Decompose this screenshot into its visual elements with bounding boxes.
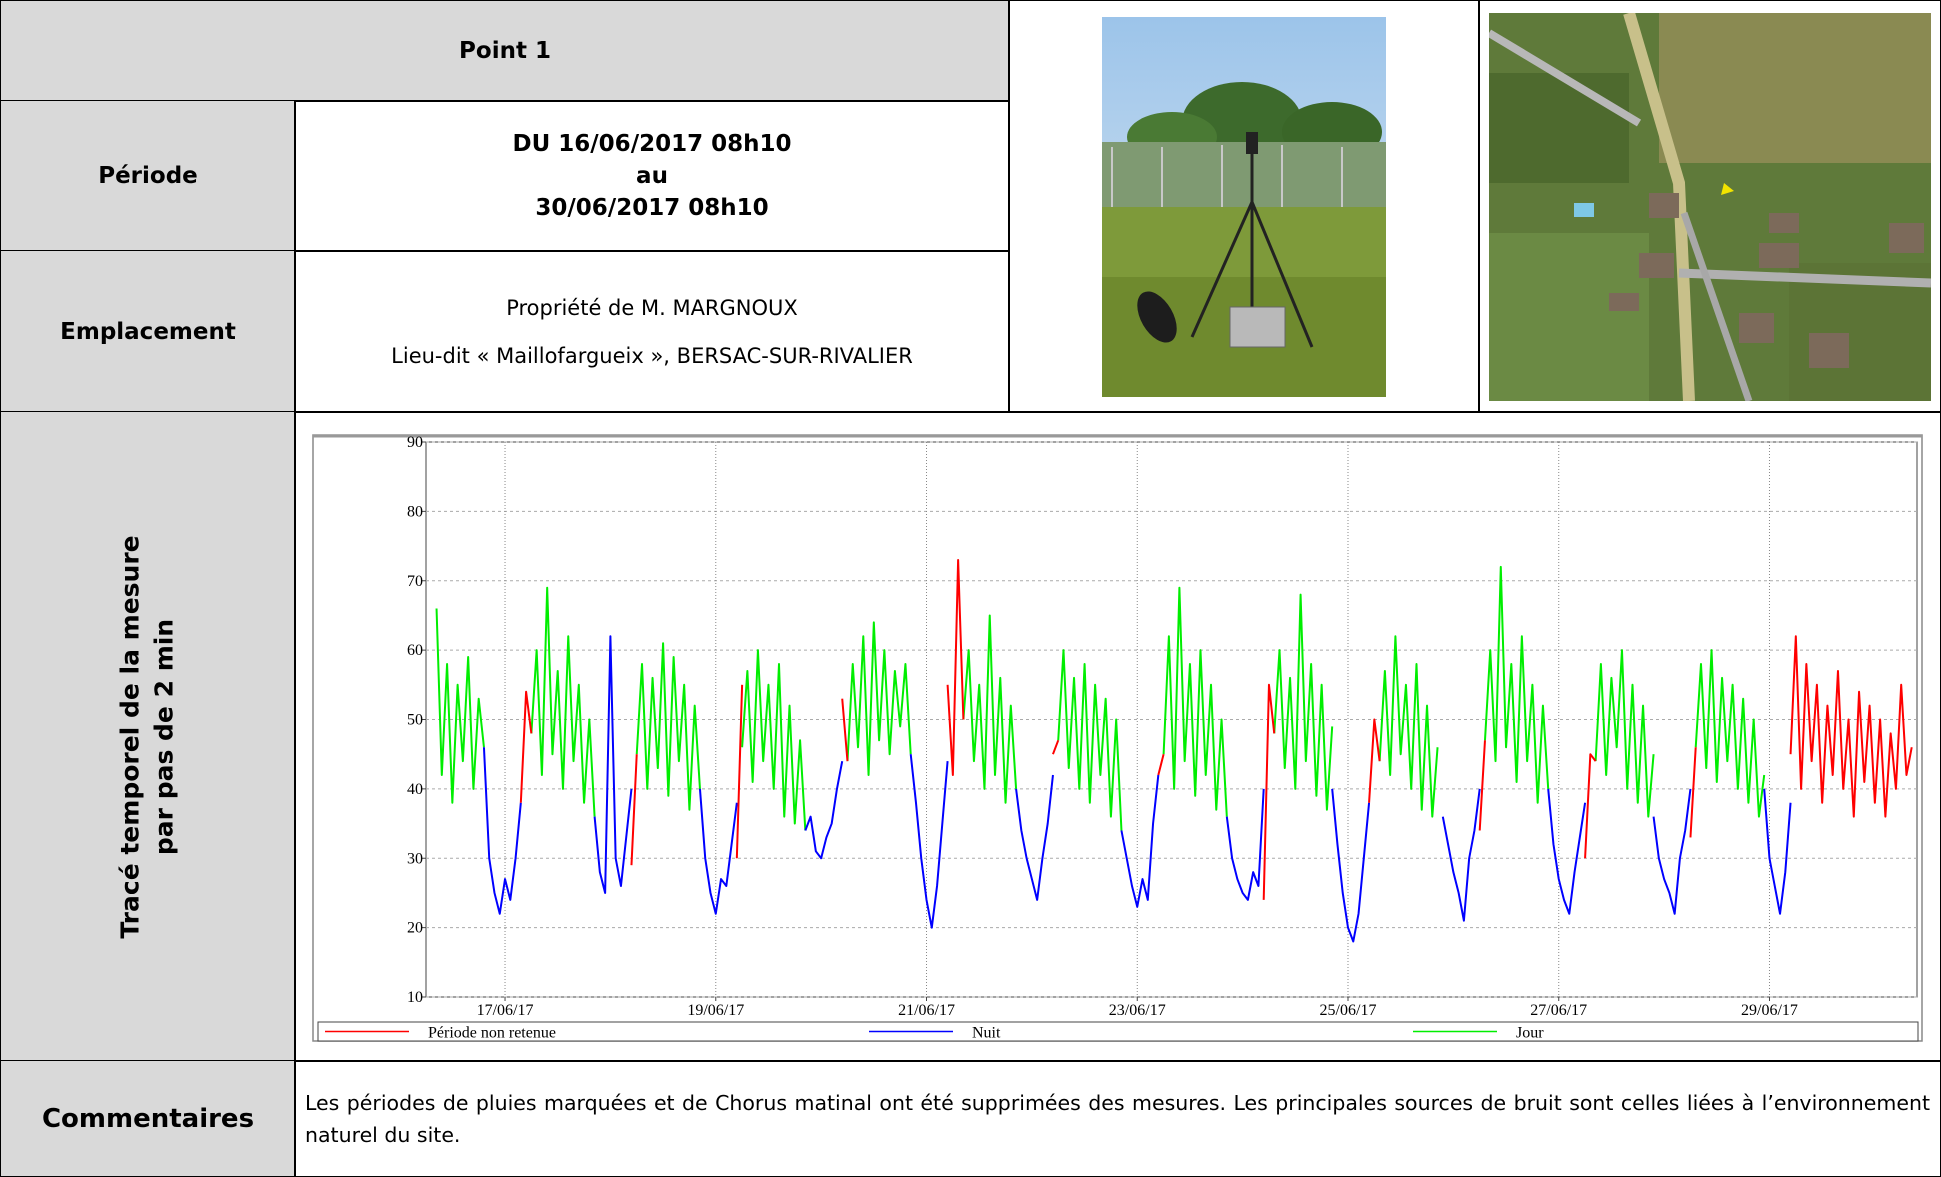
x-tick-label: 17/06/17 <box>477 1002 534 1019</box>
legend-label: Nuit <box>972 1025 1001 1042</box>
legend-label: Jour <box>1516 1025 1544 1042</box>
y-tick-label: 40 <box>407 781 423 798</box>
period-line: au <box>636 163 668 189</box>
comments-cell: Les périodes de pluies marquées et de Ch… <box>294 1060 1941 1177</box>
location-cell: Propriété de M. MARGNOUX Lieu-dit « Mail… <box>294 250 1010 413</box>
comments-label: Commentaires <box>41 1103 255 1134</box>
period-line: 30/06/2017 08h10 <box>535 195 769 221</box>
photo-cell <box>1008 0 1480 413</box>
x-tick-label: 23/06/17 <box>1109 1002 1166 1019</box>
location-label-cell: Emplacement <box>0 250 296 413</box>
location-text: Propriété de M. MARGNOUX Lieu-dit « Mail… <box>391 284 913 380</box>
y-tick-label: 30 <box>407 850 423 867</box>
x-tick-label: 25/06/17 <box>1320 1002 1377 1019</box>
title: Point 1 <box>459 38 551 64</box>
period-line: DU 16/06/2017 08h10 <box>512 131 792 157</box>
location-label: Emplacement <box>60 318 236 345</box>
location-line: Propriété de M. MARGNOUX <box>506 295 798 320</box>
chart-label-cell: Tracé temporel de la mesure par pas de 2… <box>0 411 296 1062</box>
y-tick-label: 70 <box>407 573 423 590</box>
y-tick-label: 50 <box>407 712 423 729</box>
legend-box <box>317 1021 1919 1042</box>
y-tick-label: 60 <box>407 642 423 659</box>
period-cell: DU 16/06/2017 08h10 au 30/06/2017 08h10 <box>294 100 1010 252</box>
aerial-cell <box>1478 0 1941 413</box>
x-tick-label: 19/06/17 <box>687 1002 744 1019</box>
title-cell: Point 1 <box>0 0 1010 102</box>
x-tick-label: 27/06/17 <box>1530 1002 1587 1019</box>
period-label-cell: Période <box>0 100 296 252</box>
series-line <box>435 565 1766 831</box>
period-text: DU 16/06/2017 08h10 au 30/06/2017 08h10 <box>513 128 792 224</box>
y-tick-label: 10 <box>407 989 423 1006</box>
x-tick-label: 29/06/17 <box>1741 1002 1798 1019</box>
series-line <box>519 558 1913 900</box>
series-line <box>482 635 1792 943</box>
y-tick-label: 20 <box>407 920 423 937</box>
y-tick-label: 80 <box>407 503 423 520</box>
chart-label-line: par pas de 2 min <box>150 618 179 855</box>
site-photo <box>1102 16 1386 397</box>
legend-label: Période non retenue <box>428 1025 556 1042</box>
aerial-map <box>1488 12 1931 401</box>
y-tick-label: 90 <box>407 434 423 451</box>
period-label: Période <box>98 163 198 189</box>
chart-cell: 10 20 30 40 50 60 70 80 90 17/06/17 19/06/17 21/06/… <box>294 411 1941 1062</box>
chart-label-line: Tracé temporel de la mesure <box>116 534 145 939</box>
x-tick-label: 21/06/17 <box>898 1002 955 1019</box>
comments-label-cell: Commentaires <box>0 1060 296 1177</box>
location-line: Lieu-dit « Maillofargueix », BERSAC-SUR-… <box>391 343 913 368</box>
chart-label: Tracé temporel de la mesure par pas de 2… <box>114 535 182 938</box>
comments-text: Les périodes de pluies marquées et de Ch… <box>305 1090 1930 1147</box>
chart: 10 20 30 40 50 60 70 80 90 17/06/17 19/06/17 21/06/… <box>312 434 1923 1042</box>
